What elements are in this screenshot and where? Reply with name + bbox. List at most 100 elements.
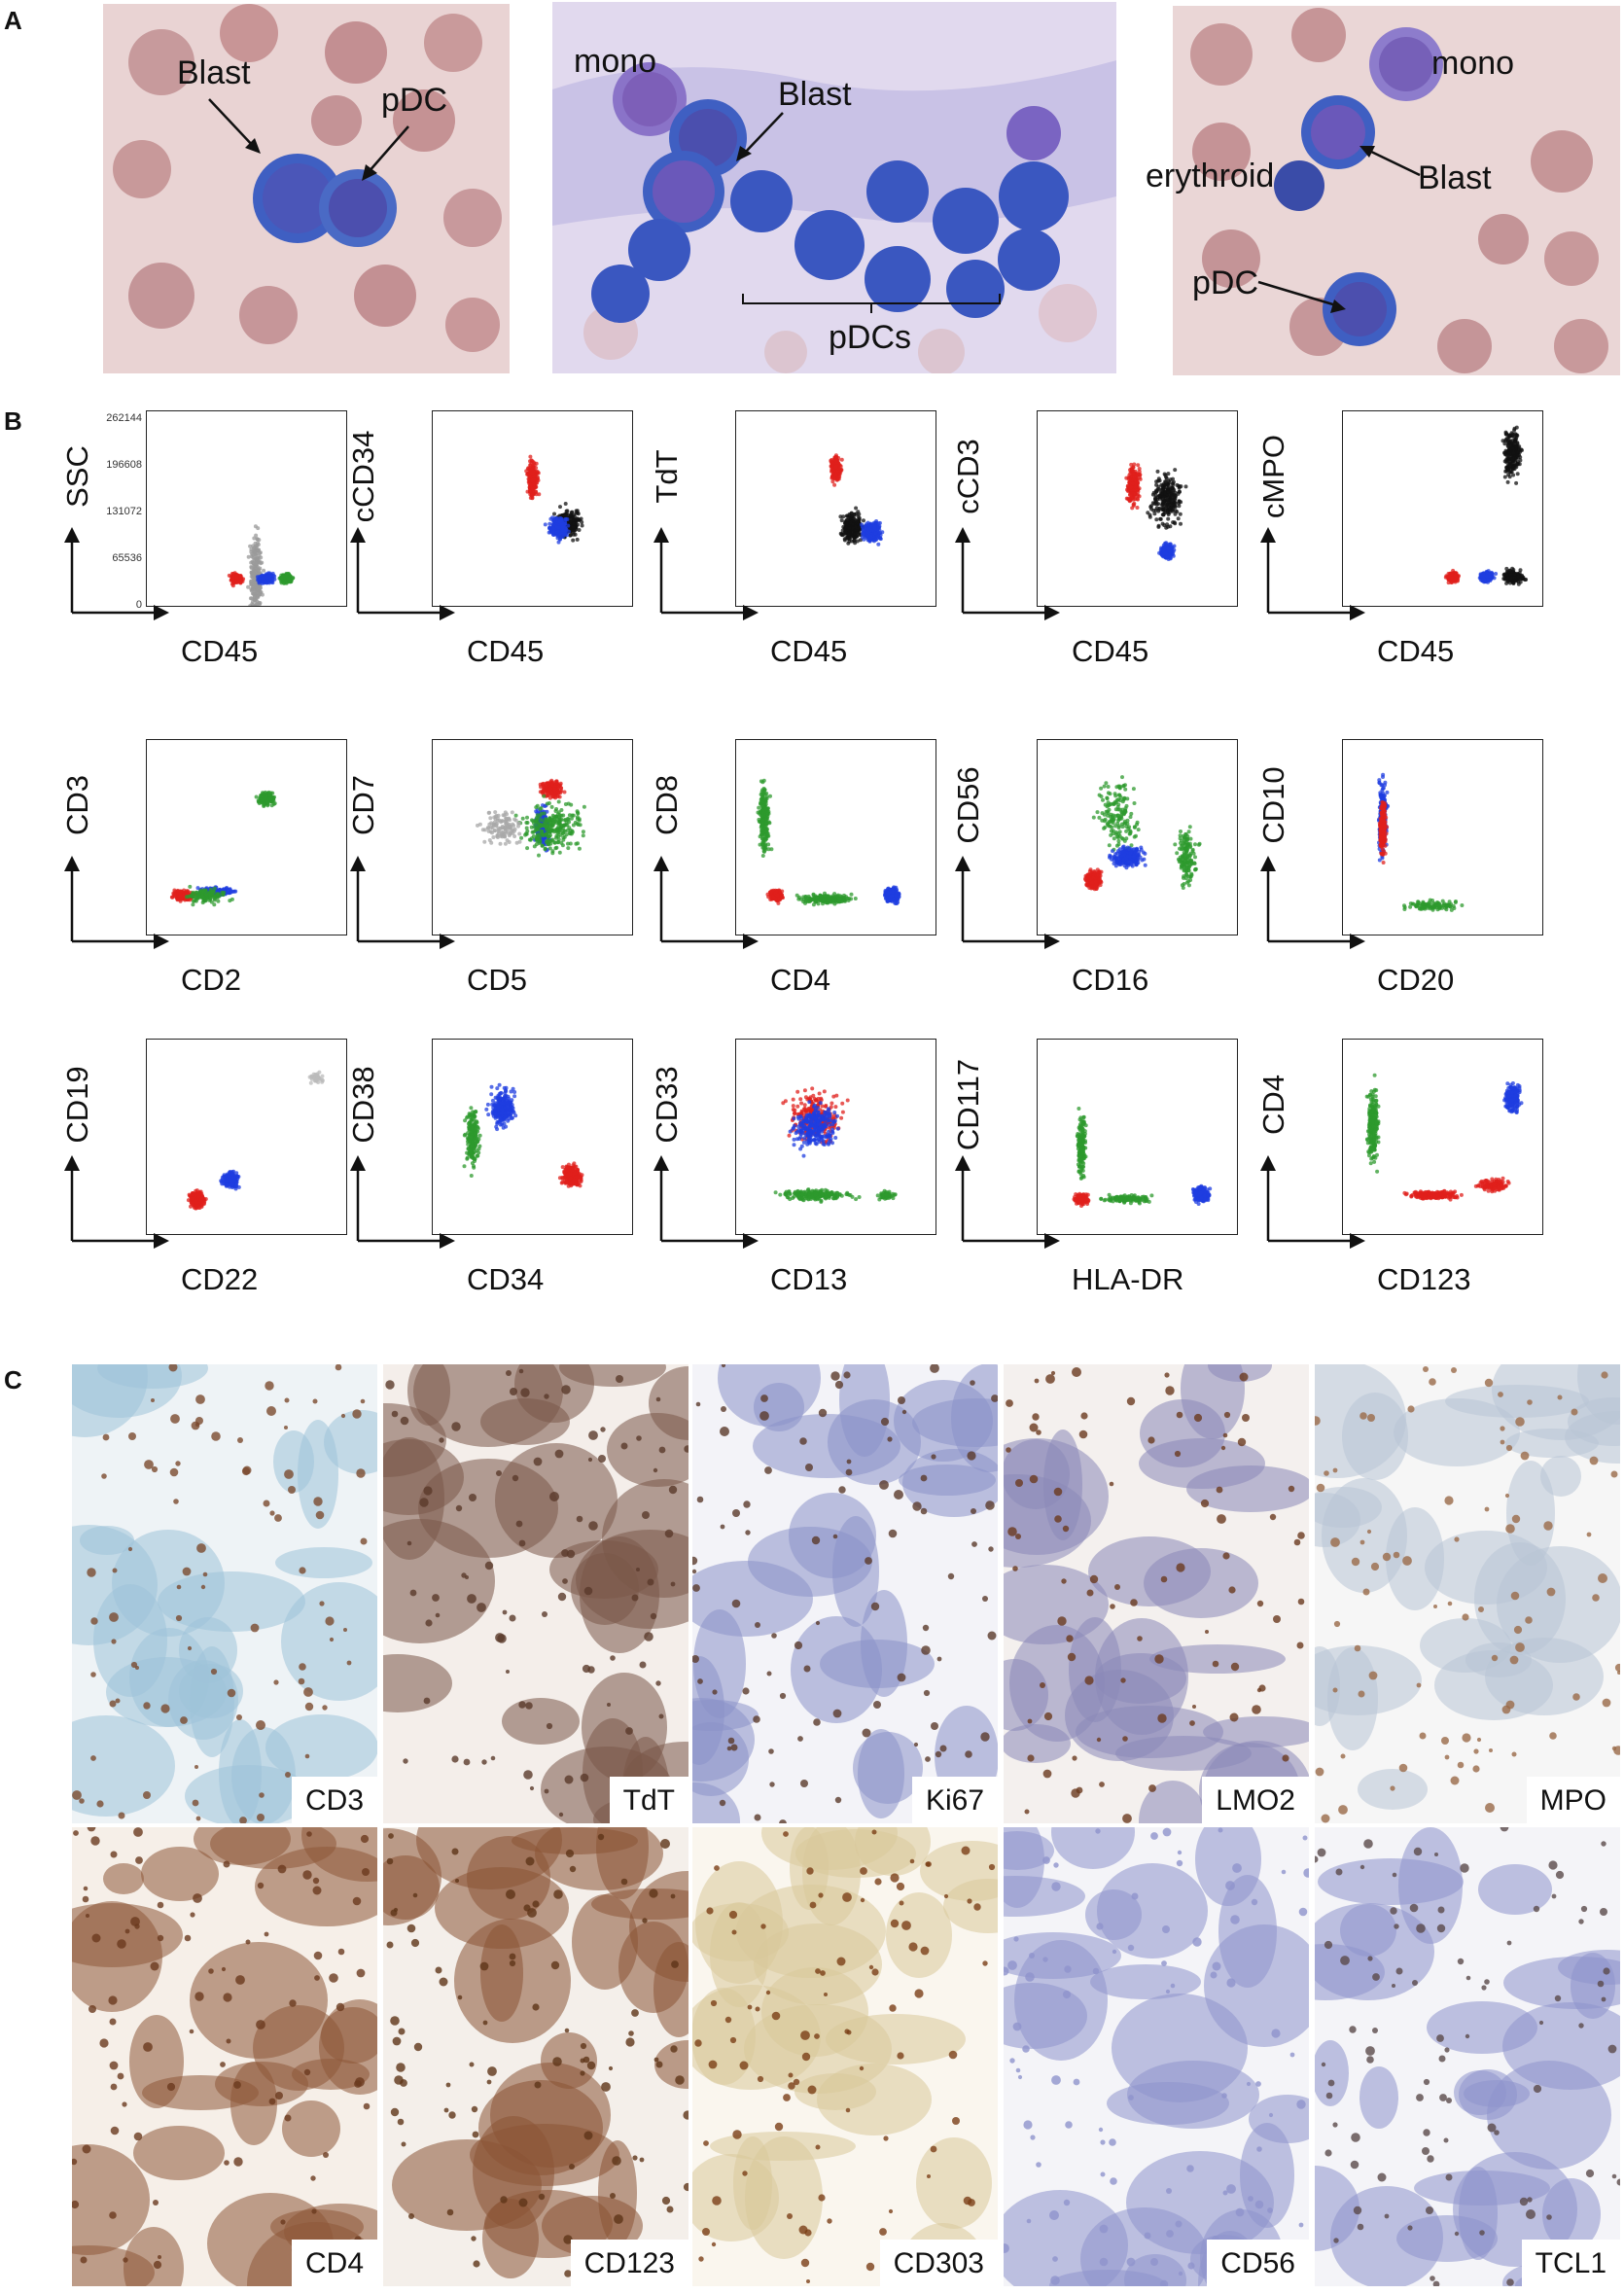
flow-plot-ccd34-vs-cd45 — [432, 410, 633, 607]
panel-letter-c: C — [4, 1365, 22, 1394]
smear-photo-3 — [1173, 6, 1620, 375]
flow-plot-cd4-vs-cd123 — [1342, 1039, 1543, 1235]
dot-cloud — [1364, 1073, 1524, 1202]
pdcs-bracket — [742, 294, 1001, 313]
ssc-tick-label: 262144 — [106, 412, 142, 424]
tissue-image — [692, 1827, 998, 2286]
y-axis-label: CD10 — [1256, 766, 1290, 844]
arrow-pdc-1 — [362, 125, 409, 181]
ihc-stain-label: CD3 — [291, 1777, 377, 1823]
population-2 — [1473, 1176, 1511, 1194]
ihc-tile-tcl1: TCL1 — [1315, 1827, 1620, 2286]
population-3 — [185, 884, 234, 907]
axis-arrows — [1260, 1155, 1365, 1249]
x-axis-label: CD13 — [770, 1262, 848, 1296]
ihc-stain-label: TdT — [609, 1777, 688, 1823]
x-axis-label: CD34 — [467, 1262, 545, 1296]
dot-cloud — [462, 1082, 584, 1188]
flow-plot-cd7-vs-cd5 — [432, 739, 633, 935]
axis-arrows — [653, 856, 759, 949]
population-3 — [1190, 1183, 1213, 1206]
axis-arrows — [64, 527, 169, 620]
axis-arrows — [350, 1155, 455, 1249]
population-1 — [227, 571, 246, 588]
population-1 — [1146, 468, 1188, 530]
population-0 — [1091, 775, 1141, 852]
population-1 — [1402, 1188, 1464, 1202]
population-0 — [484, 1082, 518, 1132]
flow-plot-cmpo-vs-cd45 — [1342, 410, 1543, 607]
population-2 — [543, 515, 571, 545]
x-axis-label: HLA-DR — [1072, 1262, 1184, 1296]
population-2 — [1099, 1192, 1154, 1206]
population-0 — [829, 453, 844, 487]
ihc-stain-label: CD123 — [570, 2240, 688, 2286]
population-1 — [794, 891, 858, 907]
population-0 — [524, 454, 542, 501]
dot-cloud — [186, 1070, 325, 1211]
flow-plot-cd19-vs-cd22 — [146, 1039, 347, 1235]
label-pdc-3: pDC — [1192, 265, 1259, 301]
population-0 — [254, 790, 277, 808]
y-axis-label: cCD34 — [346, 430, 380, 523]
population-3 — [1502, 1081, 1524, 1114]
dot-cloud — [476, 778, 586, 858]
x-axis-label: CD5 — [467, 963, 528, 997]
axis-arrows — [955, 856, 1060, 949]
tissue-image — [692, 1364, 998, 1823]
population-2 — [1402, 898, 1465, 912]
y-axis-label: cCD3 — [951, 439, 985, 514]
tissue-image — [1004, 1827, 1309, 2286]
axis-arrows — [653, 527, 759, 620]
flow-plot-tdt-vs-cd45 — [735, 410, 936, 607]
population-3 — [1501, 566, 1529, 586]
ihc-tile-lmo2: LMO2 — [1004, 1364, 1309, 1823]
population-1 — [788, 1100, 840, 1158]
y-axis-label: cMPO — [1256, 434, 1290, 519]
x-axis-label: CD45 — [770, 634, 848, 668]
y-axis-label: CD7 — [346, 775, 380, 836]
ihc-tile-cd4: CD4 — [72, 1827, 377, 2286]
x-axis-label: CD20 — [1377, 963, 1455, 997]
ihc-tile-cd56: CD56 — [1004, 1827, 1309, 2286]
y-axis-label: TdT — [650, 449, 684, 504]
population-0 — [1364, 1073, 1381, 1174]
population-0 — [186, 1188, 208, 1211]
axis-arrows — [350, 527, 455, 620]
population-1 — [1377, 800, 1390, 865]
population-3 — [875, 1188, 898, 1202]
smear-photo-1 — [103, 4, 510, 373]
label-pdcs-2: pDCs — [829, 319, 912, 356]
flow-plot-cd33-vs-cd13 — [735, 1039, 936, 1235]
flow-plot-cd10-vs-cd20 — [1342, 739, 1543, 935]
y-axis-label: CD38 — [346, 1066, 380, 1144]
ihc-stain-label: MPO — [1526, 1777, 1620, 1823]
population-3 — [883, 885, 901, 905]
population-1 — [1443, 568, 1461, 585]
arrow-blast-1 — [208, 98, 261, 154]
population-2 — [513, 794, 586, 858]
population-0 — [1075, 1107, 1088, 1181]
population-1 — [1072, 1191, 1091, 1208]
flow-plot-cd38-vs-cd34 — [432, 1039, 633, 1235]
label-erythroid-3: erythroid — [1146, 158, 1275, 194]
tissue-image — [383, 1827, 688, 2278]
dot-cloud — [1124, 462, 1188, 561]
tissue-image — [1315, 1364, 1620, 1823]
population-2 — [860, 519, 885, 547]
ssc-tick-label: 0 — [135, 599, 142, 611]
tissue-image — [1004, 1364, 1309, 1823]
flow-plot-ssc-vs-cd45 — [146, 410, 347, 607]
label-blast-2: Blast — [778, 76, 852, 113]
population-1 — [462, 1106, 482, 1178]
population-2 — [1108, 844, 1147, 870]
ihc-tile-cd3: CD3 — [72, 1364, 377, 1823]
panel-letter-b: B — [4, 406, 22, 436]
x-axis-label: CD22 — [181, 1262, 259, 1296]
population-1 — [219, 1169, 241, 1191]
population-0 — [246, 524, 266, 606]
x-axis-label: CD16 — [1072, 963, 1149, 997]
population-1 — [1083, 867, 1104, 892]
population-2 — [773, 1187, 862, 1204]
population-0 — [1500, 425, 1524, 485]
